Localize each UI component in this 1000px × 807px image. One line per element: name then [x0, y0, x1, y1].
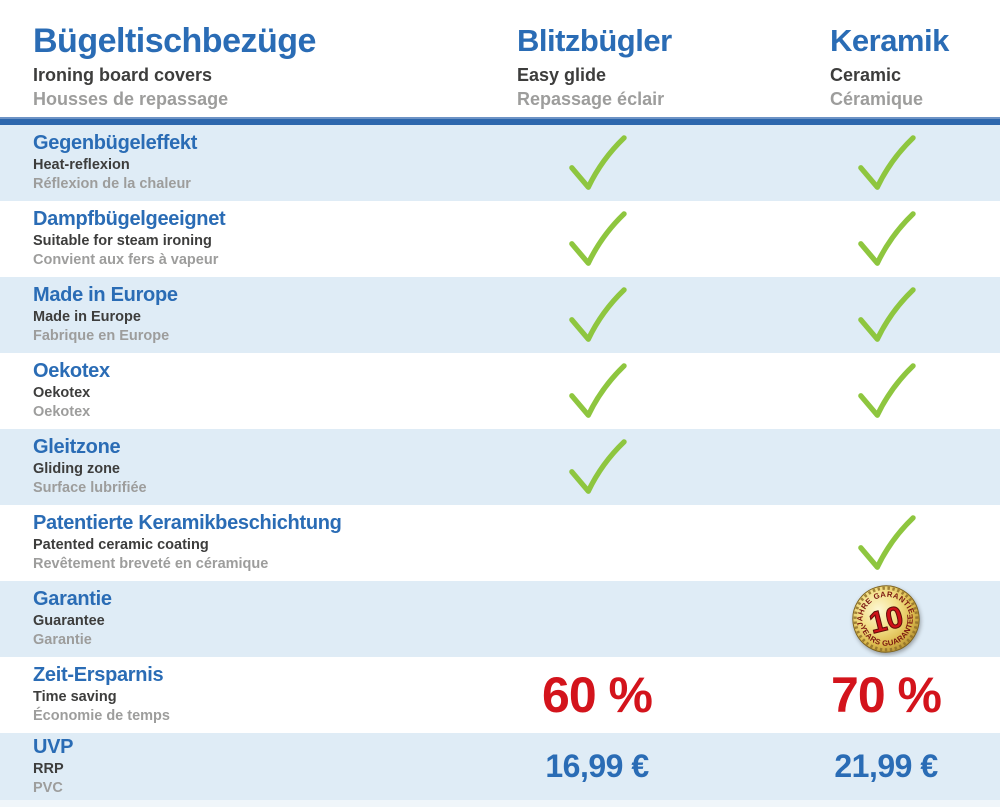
- feature-title-fr: Surface lubrifiée: [33, 480, 147, 496]
- feature-title-de: Dampfbügelgeeignet: [33, 208, 226, 230]
- cell-blitzbuegler: [507, 125, 687, 201]
- cell-blitzbuegler-empty: [507, 581, 687, 657]
- bottom-strip: [0, 800, 1000, 807]
- table-row-garantie: Garantie Guarantee Garantie: [0, 581, 1000, 657]
- feature-title-en: Patented ceramic coating: [33, 537, 209, 553]
- feature-title-de: Made in Europe: [33, 284, 178, 306]
- check-icon: [853, 514, 919, 572]
- feature-title-en: Gliding zone: [33, 461, 120, 477]
- feature-title-de: Oekotex: [33, 360, 110, 382]
- feature-label: Zeit-Ersparnis Time saving Économie de t…: [33, 657, 503, 733]
- feature-title-en: Guarantee: [33, 613, 105, 629]
- feature-label: Made in Europe Made in Europe Fabrique e…: [33, 277, 503, 353]
- table-row-gleitzone: Gleitzone Gliding zone Surface lubrifiée: [0, 429, 1000, 505]
- cell-blitzbuegler: 16,99 €: [507, 733, 687, 800]
- feature-title-en: RRP: [33, 760, 64, 777]
- feature-title-fr: Économie de temps: [33, 708, 170, 724]
- comparison-table: Gegenbügeleffekt Heat-reflexion Réflexio…: [0, 125, 1000, 800]
- table-row-keramikbeschichtung: Patentierte Keramikbeschichtung Patented…: [0, 505, 1000, 581]
- feature-title-de: Gleitzone: [33, 436, 121, 458]
- cell-keramik: 21,99 €: [796, 733, 976, 800]
- column-subtitle-en: Ceramic: [830, 65, 902, 85]
- page-title: Bügeltischbezüge: [33, 22, 316, 60]
- table-row-zeit-ersparnis: Zeit-Ersparnis Time saving Économie de t…: [0, 657, 1000, 733]
- header-divider-bar: [0, 117, 1000, 125]
- page-subtitle-fr: Housses de repassage: [33, 89, 229, 109]
- page-title-block: Bügeltischbezüge Ironing board covers Ho…: [33, 22, 316, 111]
- price-keramik: 21,99 €: [834, 748, 938, 784]
- feature-label: Dampfbügelgeeignet Suitable for steam ir…: [33, 201, 503, 277]
- cell-blitzbuegler: [507, 353, 687, 429]
- cell-keramik: JAHRE GARANTIE 10 YEARS GUARANTEE: [796, 581, 976, 657]
- feature-label: Gleitzone Gliding zone Surface lubrifiée: [33, 429, 503, 505]
- check-icon: [564, 134, 630, 192]
- feature-title-de: Zeit-Ersparnis: [33, 664, 164, 686]
- cell-blitzbuegler-empty: [507, 505, 687, 581]
- check-icon: [564, 210, 630, 268]
- cell-keramik-empty: [796, 429, 976, 505]
- page-subtitle-en: Ironing board covers: [33, 65, 213, 85]
- feature-label: Garantie Guarantee Garantie: [33, 581, 503, 657]
- header: Bügeltischbezüge Ironing board covers Ho…: [0, 0, 1000, 117]
- cell-keramik: [796, 125, 976, 201]
- time-saving-percent-blitzbuegler: 60 %: [542, 667, 653, 723]
- cell-blitzbuegler: [507, 277, 687, 353]
- table-row-gegenbuegeleffekt: Gegenbügeleffekt Heat-reflexion Réflexio…: [0, 125, 1000, 201]
- feature-title-fr: Convient aux fers à vapeur: [33, 252, 219, 268]
- feature-title-en: Made in Europe: [33, 309, 141, 325]
- feature-title-de: Gegenbügeleffekt: [33, 132, 198, 154]
- check-icon: [853, 134, 919, 192]
- feature-title-fr: Oekotex: [33, 404, 91, 420]
- feature-label: Gegenbügeleffekt Heat-reflexion Réflexio…: [33, 125, 503, 201]
- feature-label: Patentierte Keramikbeschichtung Patented…: [33, 505, 503, 581]
- column-header-blitzbuegler: Blitzbügler Easy glide Repassage éclair: [517, 22, 672, 111]
- guarantee-badge-icon: JAHRE GARANTIE 10 YEARS GUARANTEE: [851, 584, 921, 654]
- column-title: Keramik: [830, 23, 949, 58]
- cell-keramik: [796, 505, 976, 581]
- column-title: Blitzbügler: [517, 23, 672, 58]
- cell-blitzbuegler: [507, 201, 687, 277]
- feature-title-en: Time saving: [33, 689, 117, 705]
- feature-label: Oekotex Oekotex Oekotex: [33, 353, 503, 429]
- check-icon: [853, 362, 919, 420]
- cell-keramik: 70 %: [796, 657, 976, 733]
- check-icon: [853, 210, 919, 268]
- check-icon: [853, 286, 919, 344]
- column-subtitle-en: Easy glide: [517, 65, 607, 85]
- feature-title-de: Garantie: [33, 588, 112, 610]
- column-subtitle-fr: Céramique: [830, 89, 924, 109]
- feature-title-fr: Garantie: [33, 632, 92, 648]
- table-row-uvp: UVP RRP PVC 16,99 € 21,99 €: [0, 733, 1000, 800]
- table-row-oekotex: Oekotex Oekotex Oekotex: [0, 353, 1000, 429]
- price-blitzbuegler: 16,99 €: [545, 748, 649, 784]
- cell-blitzbuegler: [507, 429, 687, 505]
- feature-title-fr: Revêtement breveté en céramique: [33, 556, 269, 572]
- table-row-made-in-europe: Made in Europe Made in Europe Fabrique e…: [0, 277, 1000, 353]
- check-icon: [564, 362, 630, 420]
- feature-title-fr: Réflexion de la chaleur: [33, 176, 191, 192]
- column-subtitle-fr: Repassage éclair: [517, 89, 665, 109]
- feature-title-de: Patentierte Keramikbeschichtung: [33, 512, 342, 534]
- cell-blitzbuegler: 60 %: [507, 657, 687, 733]
- feature-title-fr: Fabrique en Europe: [33, 328, 170, 344]
- check-icon: [564, 286, 630, 344]
- time-saving-percent-keramik: 70 %: [831, 667, 942, 723]
- feature-title-fr: PVC: [33, 779, 63, 796]
- feature-title-de: UVP: [33, 735, 74, 758]
- feature-title-en: Suitable for steam ironing: [33, 233, 212, 249]
- column-header-keramik: Keramik Ceramic Céramique: [830, 22, 949, 111]
- feature-title-en: Heat-reflexion: [33, 157, 130, 173]
- feature-title-en: Oekotex: [33, 385, 91, 401]
- feature-label: UVP RRP PVC: [33, 733, 503, 800]
- cell-keramik: [796, 353, 976, 429]
- cell-keramik: [796, 201, 976, 277]
- cell-keramik: [796, 277, 976, 353]
- table-row-dampfbuegelgeeignet: Dampfbügelgeeignet Suitable for steam ir…: [0, 201, 1000, 277]
- check-icon: [564, 438, 630, 496]
